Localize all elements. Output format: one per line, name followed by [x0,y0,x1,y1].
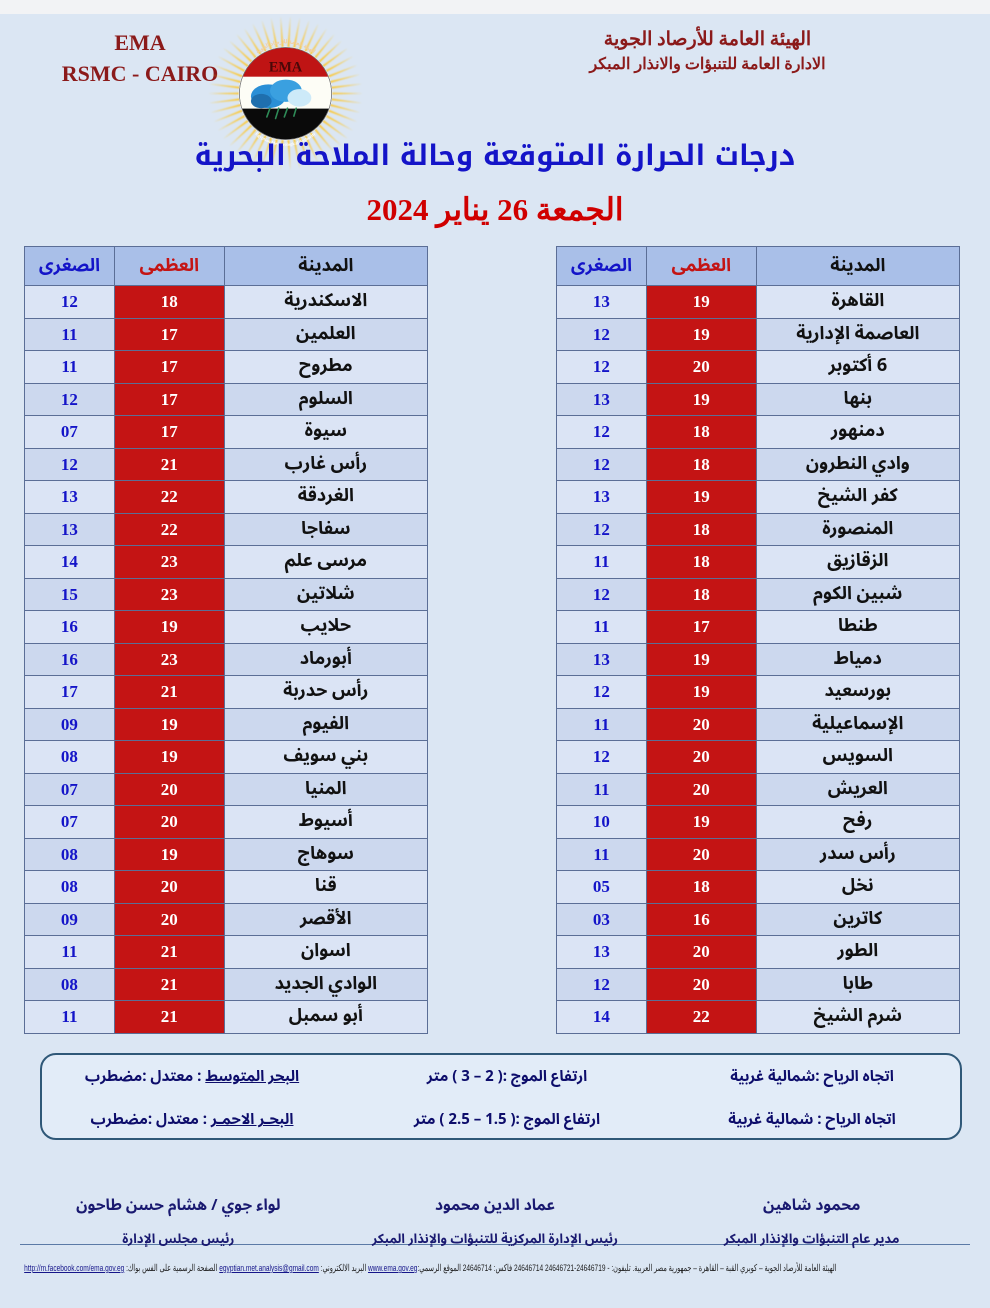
svg-text:EMA: EMA [269,60,303,76]
